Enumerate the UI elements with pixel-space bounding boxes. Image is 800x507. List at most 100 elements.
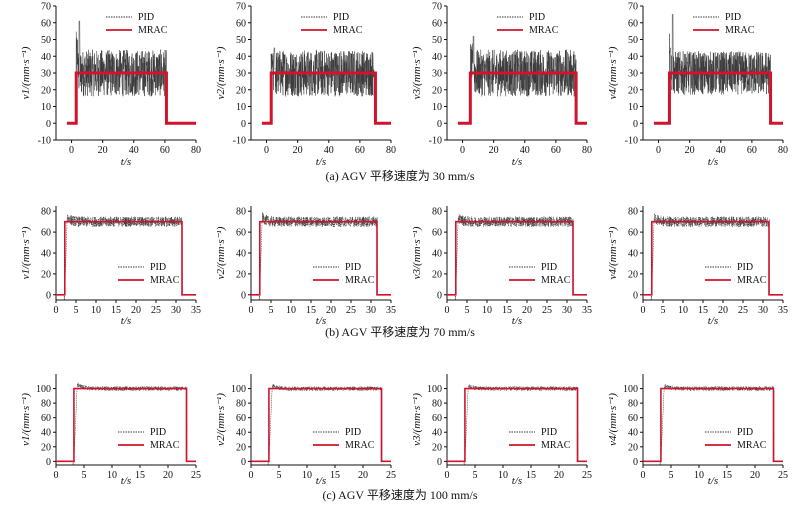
x-axis-label: t/s — [708, 315, 718, 327]
x-axis-label: t/s — [708, 156, 718, 168]
x-tick-label: 15 — [526, 470, 536, 481]
mrac-series-line — [457, 71, 587, 125]
y-tick-label: 0 — [633, 119, 638, 130]
chart-panel: 0 5 10 15 20 25 0 20 40 60 80 100 t/s v2/(mm·s⁻¹) PID M… — [215, 374, 396, 487]
x-axis-label: t/s — [121, 156, 131, 168]
x-tick-label: 25 — [542, 305, 552, 316]
y-tick-label: 20 — [41, 85, 51, 96]
y-tick-label: 60 — [628, 18, 638, 29]
x-axis-label: t/s — [121, 315, 131, 327]
x-tick-label: 25 — [151, 305, 161, 316]
x-tick-label: 10 — [91, 305, 101, 316]
y-tick-label: 30 — [41, 69, 51, 80]
x-tick-label: 10 — [302, 470, 312, 481]
y-tick-label: 80 — [628, 399, 638, 410]
pid-series-line — [643, 213, 783, 301]
legend-mrac-label: MRAC — [150, 440, 180, 451]
legend-pid-label: PID — [529, 12, 545, 23]
y-tick-label: 70 — [432, 2, 442, 13]
x-tick-label: 0 — [656, 145, 661, 156]
x-axis-label: t/s — [316, 156, 326, 168]
x-tick-label: 20 — [163, 470, 173, 481]
x-tick-label: 30 — [758, 305, 768, 316]
legend: PID MRAC — [509, 427, 571, 451]
x-tick-label: 80 — [778, 145, 788, 156]
legend-mrac-label: MRAC — [529, 25, 559, 36]
y-tick-label: 60 — [628, 413, 638, 424]
y-tick-label: 40 — [628, 428, 638, 439]
x-tick-label: 40 — [716, 145, 726, 156]
legend-mrac-label: MRAC — [345, 275, 375, 286]
y-tick-label: 0 — [437, 290, 442, 301]
chart-panel: 0 5 10 15 20 25 30 35 0 20 40 60 80 t/s v3/(mm·s⁻¹) PID… — [411, 206, 592, 327]
x-tick-label: 15 — [111, 305, 121, 316]
x-tick-label: 0 — [69, 145, 74, 156]
chart-panel: 0 5 10 15 20 25 30 35 0 20 40 60 80 t/s v2/(mm·s⁻¹) PID… — [215, 206, 396, 327]
x-tick-label: 15 — [306, 305, 316, 316]
y-tick-label: 0 — [633, 457, 638, 468]
y-tick-label: 0 — [46, 119, 51, 130]
y-axis-label: v4/(mm·s⁻¹) — [607, 226, 619, 279]
y-tick-label: 40 — [432, 52, 442, 63]
mrac-series-line — [653, 71, 783, 125]
x-tick-label: 20 — [685, 145, 695, 156]
mrac-series-line — [251, 387, 391, 463]
y-tick-label: 20 — [236, 269, 246, 280]
x-tick-label: 5 — [74, 305, 79, 316]
x-tick-label: 35 — [778, 305, 788, 316]
y-axis-label: v2/(mm·s⁻¹) — [215, 393, 227, 446]
x-tick-label: 0 — [641, 305, 646, 316]
pid-series-line — [658, 14, 783, 124]
y-tick-label: 40 — [236, 52, 246, 63]
x-tick-label: 20 — [358, 470, 368, 481]
x-tick-label: 0 — [460, 145, 465, 156]
x-axis-label: t/s — [512, 315, 522, 327]
y-axis-label: v2/(mm·s⁻¹) — [215, 46, 227, 99]
chart-panel: 0 20 40 60 80 -10 0 10 20 30 40 50 60 70 t/s v2/(mm·s⁻¹… — [215, 2, 396, 169]
pid-series-line — [56, 214, 196, 301]
x-tick-label: 20 — [718, 305, 728, 316]
y-tick-label: 20 — [41, 442, 51, 453]
pid-series-line — [447, 214, 587, 301]
legend: PID MRAC — [301, 12, 363, 36]
y-tick-label: 100 — [623, 384, 638, 395]
x-tick-label: 0 — [445, 305, 450, 316]
x-tick-label: 5 — [473, 470, 478, 481]
y-tick-label: 40 — [628, 52, 638, 63]
legend-pid-label: PID — [345, 427, 361, 438]
x-tick-label: 40 — [129, 145, 139, 156]
y-tick-label: 50 — [628, 35, 638, 46]
pid-series-line — [462, 35, 587, 124]
x-tick-label: 15 — [135, 470, 145, 481]
y-tick-label: 100 — [36, 384, 51, 395]
mrac-series-line — [643, 220, 783, 296]
y-tick-label: 70 — [41, 2, 51, 13]
y-axis-label: v4/(mm·s⁻¹) — [607, 393, 619, 446]
x-tick-label: 25 — [386, 470, 396, 481]
legend: PID MRAC — [313, 262, 375, 286]
y-tick-label: 80 — [628, 207, 638, 218]
chart-panel: 0 20 40 60 80 -10 0 10 20 30 40 50 60 70 t/s v3/(mm·s⁻¹… — [411, 2, 592, 169]
y-tick-label: 50 — [236, 35, 246, 46]
row-caption: (a) AGV 平移速度为 30 mm/s — [325, 168, 474, 183]
x-tick-label: 0 — [264, 145, 269, 156]
x-tick-label: 0 — [54, 470, 59, 481]
legend: PID MRAC — [313, 427, 375, 451]
x-axis-label: t/s — [708, 475, 718, 487]
y-tick-label: 80 — [236, 207, 246, 218]
x-tick-label: 15 — [722, 470, 732, 481]
y-tick-label: 30 — [432, 69, 442, 80]
legend-pid-label: PID — [737, 262, 753, 273]
x-tick-label: 30 — [171, 305, 181, 316]
x-tick-label: 15 — [698, 305, 708, 316]
x-tick-label: 0 — [249, 470, 254, 481]
legend-mrac-label: MRAC — [333, 25, 363, 36]
x-tick-label: 5 — [269, 305, 274, 316]
legend-mrac-label: MRAC — [737, 275, 767, 286]
y-tick-label: 60 — [236, 18, 246, 29]
y-tick-label: 60 — [41, 228, 51, 239]
x-tick-label: 20 — [522, 305, 532, 316]
y-tick-label: 50 — [432, 35, 442, 46]
y-axis-label: v3/(mm·s⁻¹) — [411, 393, 423, 446]
